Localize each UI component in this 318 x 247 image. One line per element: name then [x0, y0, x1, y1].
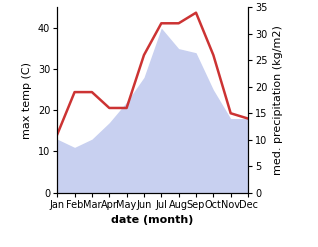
X-axis label: date (month): date (month) [111, 215, 194, 225]
Y-axis label: max temp (C): max temp (C) [22, 62, 32, 139]
Y-axis label: med. precipitation (kg/m2): med. precipitation (kg/m2) [273, 25, 283, 175]
